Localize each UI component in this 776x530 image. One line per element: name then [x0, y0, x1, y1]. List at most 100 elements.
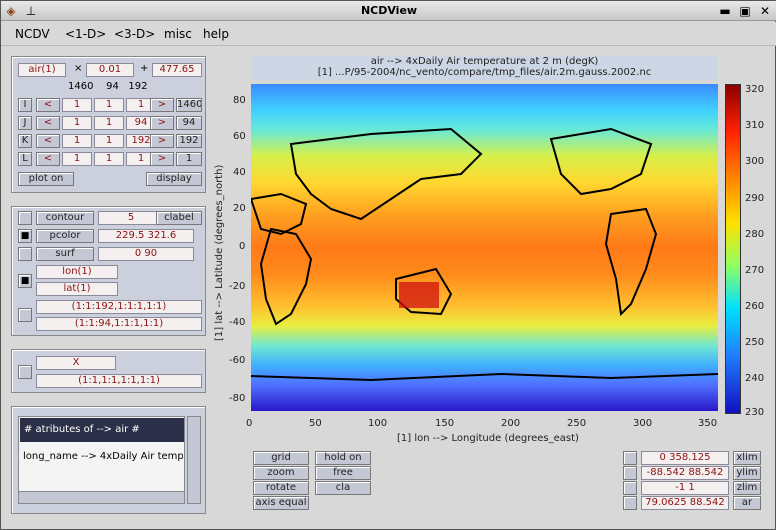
surf-button[interactable]: surf — [36, 247, 94, 261]
dim-j-stride[interactable]: 1 — [94, 116, 124, 130]
range1-field[interactable]: (1:1:192,1:1:1,1:1) — [36, 300, 202, 314]
contour-button[interactable]: contour — [36, 211, 94, 225]
var-name-field[interactable]: air(1) — [18, 63, 66, 77]
x-axis-field[interactable]: lon(1) — [36, 265, 118, 279]
display-button[interactable]: display — [146, 172, 202, 186]
window-title: NCDView — [360, 4, 418, 17]
x-tick-300: 300 — [633, 418, 653, 429]
dim-l-next[interactable]: > — [150, 152, 174, 166]
ar-field[interactable]: 79.0625 88.542 — [641, 496, 729, 510]
dim-j-next[interactable]: > — [150, 116, 174, 130]
dim-l-prev[interactable]: < — [36, 152, 60, 166]
x-panel: X (1:1,1:1,1:1,1:1) — [11, 349, 206, 393]
dim-k-prev[interactable]: < — [36, 134, 60, 148]
dim-k-next[interactable]: > — [150, 134, 174, 148]
axis-equal-button[interactable]: axis equal — [253, 496, 309, 510]
zlim-toggle[interactable] — [623, 481, 637, 495]
y-tick-m40: -40 — [229, 317, 246, 328]
range2-field[interactable]: (1:1:94,1:1:1,1:1) — [36, 317, 202, 331]
ar-toggle[interactable] — [623, 496, 637, 510]
dim-l-start[interactable]: 1 — [62, 152, 92, 166]
colorbar — [725, 84, 741, 414]
y-tick-60: 60 — [233, 131, 246, 142]
x-toggle[interactable] — [18, 365, 32, 379]
dim-l-stride[interactable]: 1 — [94, 152, 124, 166]
xlim-field[interactable]: 0 358.125 — [641, 451, 729, 465]
plot-title: air --> 4xDaily Air temperature at 2 m (… — [370, 56, 599, 67]
coast-eurasia — [289, 127, 483, 221]
dim-l-max[interactable]: 1 — [176, 152, 202, 166]
contour-field[interactable]: 5 — [98, 211, 164, 225]
dim-l-button[interactable]: L — [18, 152, 32, 166]
y-tick-20: 20 — [233, 203, 246, 214]
menu-1d[interactable]: <1-D> — [65, 27, 107, 41]
app-icon[interactable]: ◈ — [6, 4, 16, 18]
x-tick-200: 200 — [501, 418, 521, 429]
dim-j-button[interactable]: J — [18, 116, 32, 130]
pcolor-toggle[interactable]: ■ — [18, 229, 32, 243]
title-bar: ◈ ⊥ NCDView ▬ ▣ ✕ — [1, 1, 776, 21]
pin-icon[interactable]: ⊥ — [25, 4, 37, 18]
menu-3d[interactable]: <3-D> — [114, 27, 156, 41]
zoom-button[interactable]: zoom — [253, 466, 309, 480]
dim-k-max[interactable]: 192 — [176, 134, 202, 148]
x-tick-250: 250 — [567, 418, 587, 429]
zlim-field[interactable]: -1 1 — [641, 481, 729, 495]
dim-i-end[interactable]: 1 — [126, 98, 156, 112]
grid-button[interactable]: grid — [253, 451, 309, 465]
x-range-field[interactable]: (1:1,1:1,1:1,1:1) — [36, 374, 202, 388]
x-tick-350: 350 — [698, 418, 718, 429]
xlim-button[interactable]: xlim — [733, 451, 761, 465]
dim-j-prev[interactable]: < — [36, 116, 60, 130]
attributes-list[interactable]: # atributes of --> air # long_name --> 4… — [18, 416, 185, 504]
ar-button[interactable]: ar — [733, 496, 761, 510]
menu-help[interactable]: help — [203, 27, 229, 41]
coast-antarctica — [251, 372, 718, 382]
zlim-button[interactable]: zlim — [733, 481, 761, 495]
maximize-icon[interactable]: ▣ — [739, 4, 751, 18]
range-toggle[interactable] — [18, 308, 32, 322]
menu-ncdv[interactable]: NCDV — [15, 27, 50, 41]
scale-field[interactable]: 0.01 — [86, 63, 134, 77]
ylim-toggle[interactable] — [623, 466, 637, 480]
dim-j-start[interactable]: 1 — [62, 116, 92, 130]
cbar-tick-300: 300 — [745, 156, 765, 167]
plot-on-button[interactable]: plot on — [18, 172, 74, 186]
offset-field[interactable]: 477.65 — [152, 63, 202, 77]
dim-i-stride[interactable]: 1 — [94, 98, 124, 112]
dim-k-end[interactable]: 192 — [126, 134, 156, 148]
attributes-vscroll[interactable] — [187, 416, 201, 504]
free-button[interactable]: free — [315, 466, 371, 480]
dim-i-button[interactable]: I — [18, 98, 32, 112]
cla-button[interactable]: cla — [315, 481, 371, 495]
ylim-field[interactable]: -88.542 88.542 — [641, 466, 729, 480]
dim-i-start[interactable]: 1 — [62, 98, 92, 112]
dim-k-start[interactable]: 1 — [62, 134, 92, 148]
menu-misc[interactable]: misc — [164, 27, 192, 41]
surf-field[interactable]: 0 90 — [98, 247, 194, 261]
x-var-field[interactable]: X — [36, 356, 116, 370]
rotate-button[interactable]: rotate — [253, 481, 309, 495]
clabel-button[interactable]: clabel — [156, 211, 202, 225]
dim-k-stride[interactable]: 1 — [94, 134, 124, 148]
attributes-hscroll[interactable] — [18, 491, 185, 504]
contour-toggle[interactable] — [18, 211, 32, 225]
minimize-icon[interactable]: ▬ — [719, 4, 731, 18]
cbar-tick-250: 250 — [745, 337, 765, 348]
hold-on-button[interactable]: hold on — [315, 451, 371, 465]
x-tick-50: 50 — [309, 418, 322, 429]
dim-i-next[interactable]: > — [150, 98, 174, 112]
close-icon[interactable]: ✕ — [759, 4, 771, 18]
pcolor-field[interactable]: 229.5 321.6 — [98, 229, 194, 243]
xlim-toggle[interactable] — [623, 451, 637, 465]
temperature-map[interactable] — [251, 84, 718, 411]
dim-k-button[interactable]: K — [18, 134, 32, 148]
ylim-button[interactable]: ylim — [733, 466, 761, 480]
dim-i-max[interactable]: 1460 — [176, 98, 202, 112]
dim-j-max[interactable]: 94 — [176, 116, 202, 130]
axis-swap-toggle[interactable]: ■ — [18, 274, 32, 288]
pcolor-button[interactable]: pcolor — [36, 229, 94, 243]
surf-toggle[interactable] — [18, 247, 32, 261]
y-axis-field[interactable]: lat(1) — [36, 282, 118, 296]
dim-i-prev[interactable]: < — [36, 98, 60, 112]
